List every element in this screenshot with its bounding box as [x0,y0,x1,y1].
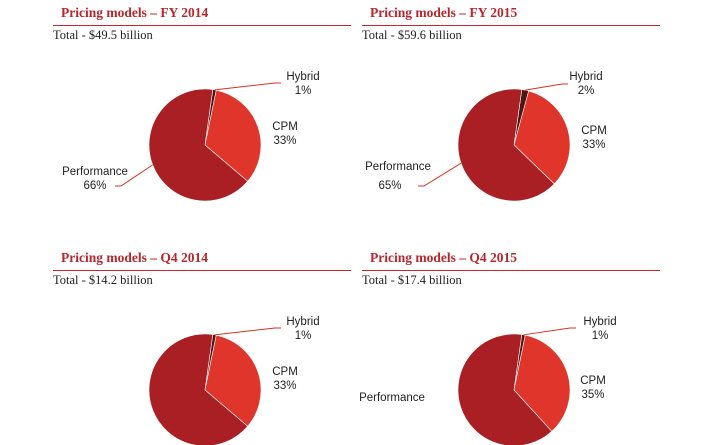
leader-line-performance [115,164,153,187]
panel-total: Total - $14.2 billion [53,273,153,287]
slice-value-label: 33% [582,139,605,151]
panel-total: Total - $59.6 billion [362,28,462,42]
slice-value-label: 1% [295,330,312,342]
slice-value-label: 35% [581,389,604,401]
slice-value-label: 1% [295,85,312,97]
pie-chart: Hybrid 1% CPM 33% [148,316,320,445]
title-rule [362,25,660,26]
slice-value-label: 65% [378,180,401,192]
slice-name-label: CPM [580,375,606,387]
panel-title: Pricing models – Q4 2014 [61,250,208,265]
pie-slice-performance [148,88,249,202]
title-rule [53,270,351,271]
pie-panel-fy2014: Pricing models – FY 2014 Total - $49.5 b… [53,0,353,202]
title-rule [53,25,351,26]
slice-value-label: 33% [273,380,296,392]
panel-title: Pricing models – FY 2014 [61,5,209,20]
pie-panel-q4-2014: Pricing models – Q4 2014 Total - $14.2 b… [53,245,353,445]
slice-name-label: Performance [365,161,431,173]
leader-line-hybrid [214,82,281,91]
slice-value-label: 1% [592,330,609,342]
slice-name-label: Performance [359,392,425,404]
pie-slice-performance [457,88,555,202]
slice-name-label: Hybrid [569,71,602,83]
title-rule [362,270,660,271]
pie-panel-fy2015: Pricing models – FY 2015 Total - $59.6 b… [362,0,662,202]
leader-line-hybrid [523,327,576,336]
slice-value-label: 66% [83,180,106,192]
slice-name-label: Hybrid [286,71,319,83]
pie-slice-cpm [204,89,262,182]
slice-value-label: 33% [273,135,296,147]
panel-title: Pricing models – FY 2015 [370,5,518,20]
pie-chart: Hybrid 1% CPM 33% Performance 66% [62,71,320,202]
pie-panel-q4-2015: Pricing models – Q4 2015 Total - $17.4 b… [359,245,662,445]
slice-name-label: Hybrid [286,316,319,328]
slice-name-label: CPM [581,125,607,137]
slice-name-label: CPM [272,366,298,378]
leader-line-performance [418,162,462,187]
panel-total: Total - $49.5 billion [53,28,153,42]
slice-value-label: 2% [578,85,595,97]
pie-slice-cpm [513,90,571,185]
leader-line-hybrid [214,327,281,336]
leader-line-hybrid [525,83,568,91]
slice-name-label: Performance [62,166,128,178]
panel-title: Pricing models – Q4 2015 [370,250,517,265]
slice-name-label: Hybrid [583,316,616,328]
pie-chart: Hybrid 1% CPM 35% Performance [359,316,617,445]
panel-total: Total - $17.4 billion [362,273,462,287]
pie-chart: Hybrid 2% CPM 33% Performance 65% [365,71,607,202]
slice-name-label: CPM [272,121,298,133]
